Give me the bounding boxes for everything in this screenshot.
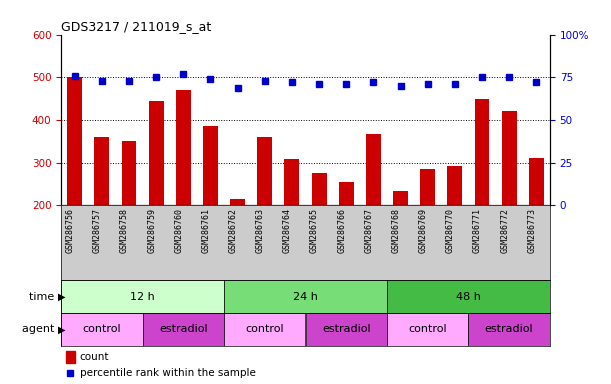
Bar <box>67 77 82 205</box>
Text: GSM286763: GSM286763 <box>256 208 265 253</box>
Text: GSM286767: GSM286767 <box>364 208 373 253</box>
Text: 48 h: 48 h <box>456 291 481 302</box>
Bar <box>224 280 387 313</box>
Text: ▶: ▶ <box>58 324 65 334</box>
Bar <box>502 111 517 205</box>
Text: GSM286769: GSM286769 <box>419 208 428 253</box>
Bar <box>338 182 354 205</box>
Text: GSM286762: GSM286762 <box>229 208 238 253</box>
Text: control: control <box>82 324 121 334</box>
Text: GSM286756: GSM286756 <box>65 208 75 253</box>
Text: control: control <box>408 324 447 334</box>
Bar <box>257 137 273 205</box>
Bar <box>148 101 164 205</box>
Text: GSM286757: GSM286757 <box>93 208 102 253</box>
Bar <box>203 126 218 205</box>
Bar <box>447 166 463 205</box>
Text: time: time <box>29 291 58 302</box>
Bar <box>285 159 299 205</box>
Text: GDS3217 / 211019_s_at: GDS3217 / 211019_s_at <box>61 20 211 33</box>
Bar <box>420 169 435 205</box>
Text: GSM286761: GSM286761 <box>202 208 210 253</box>
Text: agent: agent <box>22 324 58 334</box>
Text: GSM286758: GSM286758 <box>120 208 129 253</box>
Bar <box>366 134 381 205</box>
Text: control: control <box>246 324 284 334</box>
Text: 24 h: 24 h <box>293 291 318 302</box>
Text: 12 h: 12 h <box>130 291 155 302</box>
Text: count: count <box>79 352 109 362</box>
Bar <box>61 280 224 313</box>
Bar <box>469 313 550 346</box>
Text: percentile rank within the sample: percentile rank within the sample <box>79 368 255 378</box>
Bar <box>61 313 142 346</box>
Bar <box>393 191 408 205</box>
Text: estradiol: estradiol <box>159 324 208 334</box>
Text: GSM286772: GSM286772 <box>500 208 509 253</box>
Bar <box>306 313 387 346</box>
Text: GSM286768: GSM286768 <box>392 208 401 253</box>
Text: GSM286764: GSM286764 <box>283 208 292 253</box>
Bar <box>66 351 75 363</box>
Text: GSM286770: GSM286770 <box>446 208 455 253</box>
Bar <box>387 280 550 313</box>
Bar <box>224 313 306 346</box>
Bar <box>142 313 224 346</box>
Bar <box>529 159 544 205</box>
Text: estradiol: estradiol <box>485 324 533 334</box>
Bar <box>475 99 489 205</box>
Text: GSM286773: GSM286773 <box>527 208 536 253</box>
Bar <box>176 90 191 205</box>
Bar <box>312 174 326 205</box>
Text: GSM286771: GSM286771 <box>473 208 482 253</box>
Bar <box>387 313 469 346</box>
Text: ▶: ▶ <box>58 291 65 302</box>
Text: GSM286765: GSM286765 <box>310 208 319 253</box>
Text: GSM286766: GSM286766 <box>337 208 346 253</box>
Bar <box>94 137 109 205</box>
Text: GSM286760: GSM286760 <box>174 208 183 253</box>
Text: estradiol: estradiol <box>322 324 370 334</box>
Text: GSM286759: GSM286759 <box>147 208 156 253</box>
Bar <box>122 141 136 205</box>
Bar <box>230 199 245 205</box>
